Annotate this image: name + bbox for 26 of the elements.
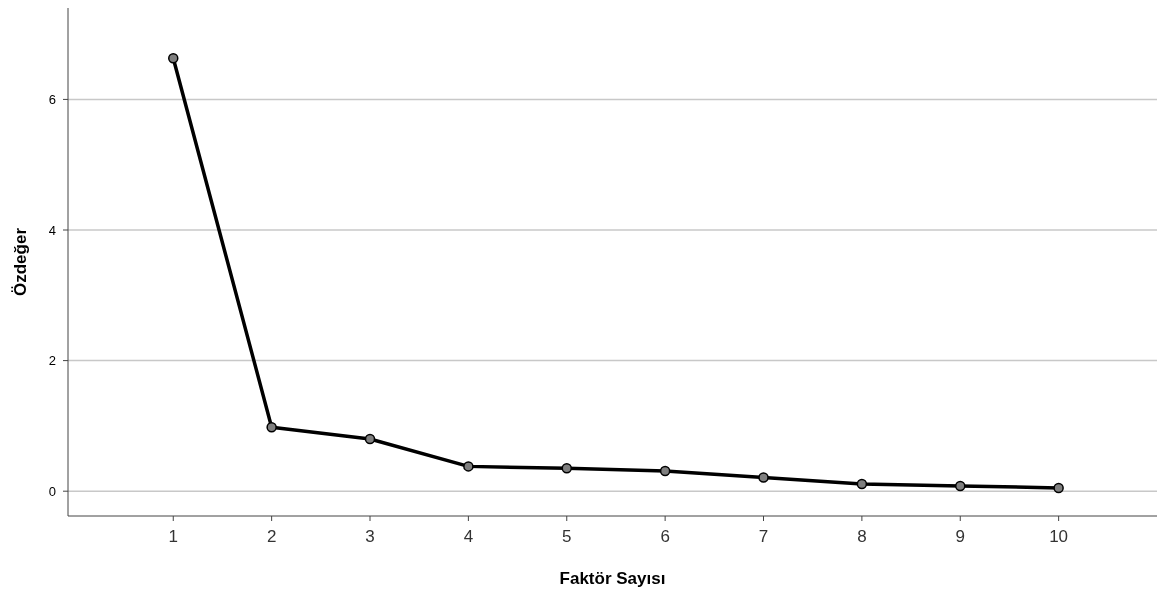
x-tick-label: 2 <box>266 527 277 546</box>
point <box>659 465 671 477</box>
x-tick-label: 9 <box>955 527 965 546</box>
y-tick-label: 6 <box>48 91 56 107</box>
y-tick-label: 2 <box>48 353 56 369</box>
point <box>364 433 376 445</box>
point <box>266 421 277 433</box>
x-tick-label: 10 <box>1049 527 1069 546</box>
point <box>955 480 966 492</box>
y-tick-label: 0 <box>48 483 56 499</box>
x-tick-label: 5 <box>562 527 572 546</box>
point <box>856 478 868 490</box>
x-tick-label: 4 <box>463 527 474 546</box>
point <box>1053 482 1064 494</box>
y-tick-label: 4 <box>48 222 56 238</box>
x-axis-title: Faktör Sayısı <box>559 569 666 588</box>
point <box>463 461 474 472</box>
x-tick-label: 3 <box>365 527 375 546</box>
x-tick-label: 8 <box>857 527 867 546</box>
x-tick-label: 7 <box>758 527 769 546</box>
point <box>561 463 573 474</box>
x-tick-label: 6 <box>660 527 670 546</box>
x-tick-label: 1 <box>168 527 178 546</box>
y-axis-title: Özdeğer <box>11 227 30 297</box>
point <box>168 53 179 64</box>
point <box>758 472 769 483</box>
